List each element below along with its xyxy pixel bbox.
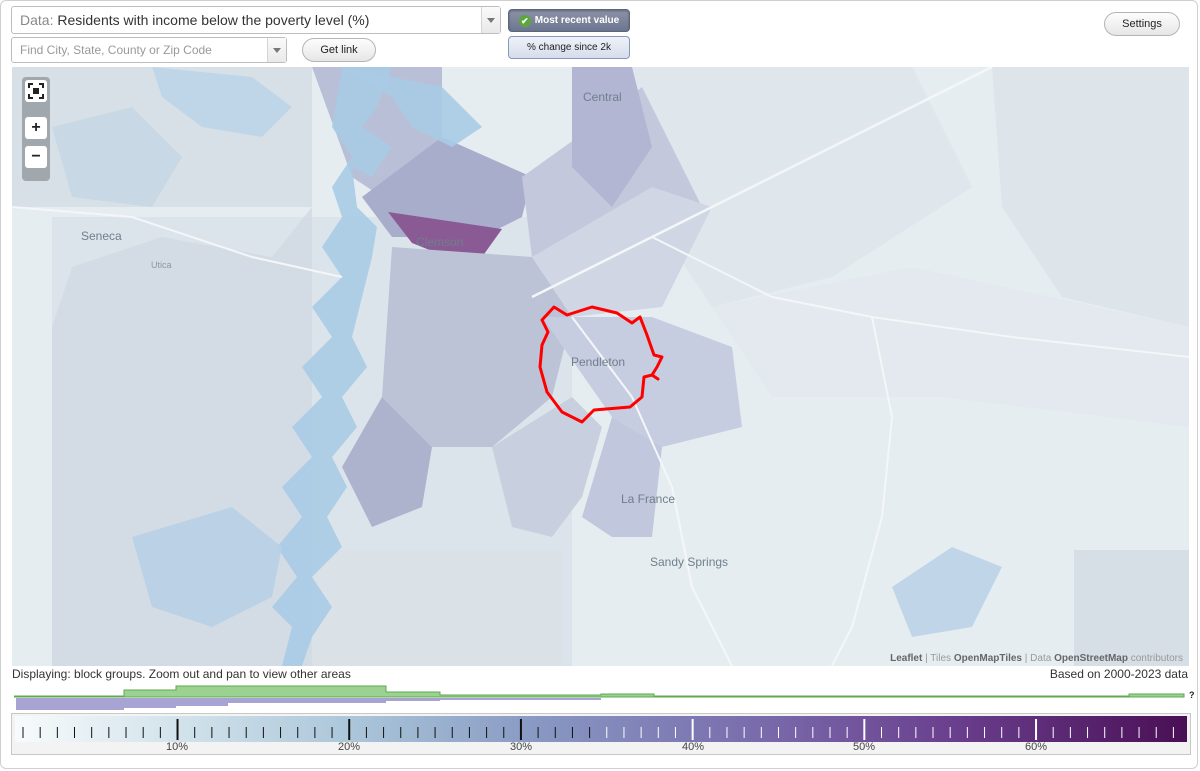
place-label-la-france: La France [621, 492, 676, 506]
block-group [362, 137, 532, 237]
legend-ticks [22, 719, 1174, 740]
place-label-pendleton: Pendleton [571, 355, 626, 369]
block-group [492, 397, 602, 537]
percent-change-toggle[interactable]: % change since 2k [508, 36, 630, 59]
attribution-text: | Data [1022, 653, 1055, 664]
map-region [1074, 550, 1189, 666]
map-region [312, 550, 562, 666]
map[interactable]: Central Seneca Utica Clemson Pendleton L… [12, 67, 1189, 666]
chevron-down-icon[interactable] [481, 7, 500, 33]
place-label-utica: Utica [151, 260, 172, 270]
block-group [382, 247, 572, 447]
displaying-status: Displaying: block groups. Zoom out and p… [12, 667, 351, 681]
data-select-value: Residents with income below the poverty … [57, 12, 370, 28]
location-search-placeholder: Find City, State, County or Zip Code [20, 43, 212, 57]
block-group [342, 397, 432, 527]
place-label-central: Central [583, 90, 622, 104]
attribution-text: contributors [1127, 653, 1183, 664]
fit-bounds-icon[interactable] [25, 80, 47, 102]
block-group [582, 417, 662, 537]
legend-tick-label: 30% [509, 741, 533, 753]
road [831, 316, 894, 666]
lake-keowee-water [342, 67, 482, 147]
histogram-unknown-marker: ? [1189, 690, 1195, 700]
fit-icon [28, 83, 44, 99]
get-link-button[interactable]: Get link [302, 38, 376, 62]
histogram-area-baseline [16, 698, 601, 710]
openstreetmap-link[interactable]: OpenStreetMap [1054, 653, 1128, 664]
distribution-histogram [14, 685, 1185, 710]
histogram-area-recent [14, 685, 1185, 698]
openmaptiles-link[interactable]: OpenMapTiles [953, 653, 1022, 664]
map-attribution: Leaflet | Tiles OpenMapTiles | Data Open… [890, 653, 1183, 664]
lake-hartwell-water [272, 67, 392, 666]
chevron-down-icon[interactable] [267, 38, 286, 62]
lake-water [152, 67, 292, 137]
data-select-label: Data: [20, 12, 54, 28]
legend-tick-label: 50% [852, 741, 876, 753]
map-region [992, 67, 1189, 327]
legend-tick-label: 10% [165, 741, 189, 753]
settings-button[interactable]: Settings [1104, 12, 1180, 36]
map-region [712, 267, 1189, 427]
place-label-seneca: Seneca [81, 229, 122, 243]
zoom-in-button[interactable]: + [25, 117, 47, 139]
road [12, 206, 343, 278]
color-legend[interactable]: 10% 20% 30% 40% 50% 60% [11, 713, 1191, 755]
legend-tick-label: 60% [1024, 741, 1048, 753]
place-label-clemson: Clemson [416, 235, 464, 249]
selected-area-outline [538, 305, 664, 424]
legend-tick-label: 20% [337, 741, 361, 753]
zoom-control: + − [22, 77, 50, 181]
data-range-status: Based on 2000-2023 data [1049, 667, 1188, 681]
leaflet-link[interactable]: Leaflet [890, 653, 923, 664]
attribution-text: | Tiles [922, 653, 954, 664]
map-canvas [12, 67, 1189, 666]
road [531, 67, 993, 299]
lake-water [132, 507, 282, 627]
lake-water [52, 107, 182, 207]
location-search[interactable]: Find City, State, County or Zip Code [11, 37, 287, 63]
block-group-clemson [388, 212, 502, 257]
block-group [572, 67, 652, 207]
road [571, 316, 733, 666]
place-label-sandy-springs: Sandy Springs [650, 555, 729, 569]
most-recent-value-toggle[interactable]: ✔ Most recent value [508, 9, 630, 32]
legend-tick-label: 40% [681, 741, 705, 753]
legend-color-ramp [15, 716, 1187, 742]
lake-water [892, 547, 1002, 637]
check-icon: ✔ [518, 15, 531, 27]
zoom-out-button[interactable]: − [25, 146, 47, 168]
most-recent-value-label: Most recent value [534, 15, 620, 26]
data-select[interactable]: Data: Residents with income below the po… [11, 6, 501, 34]
